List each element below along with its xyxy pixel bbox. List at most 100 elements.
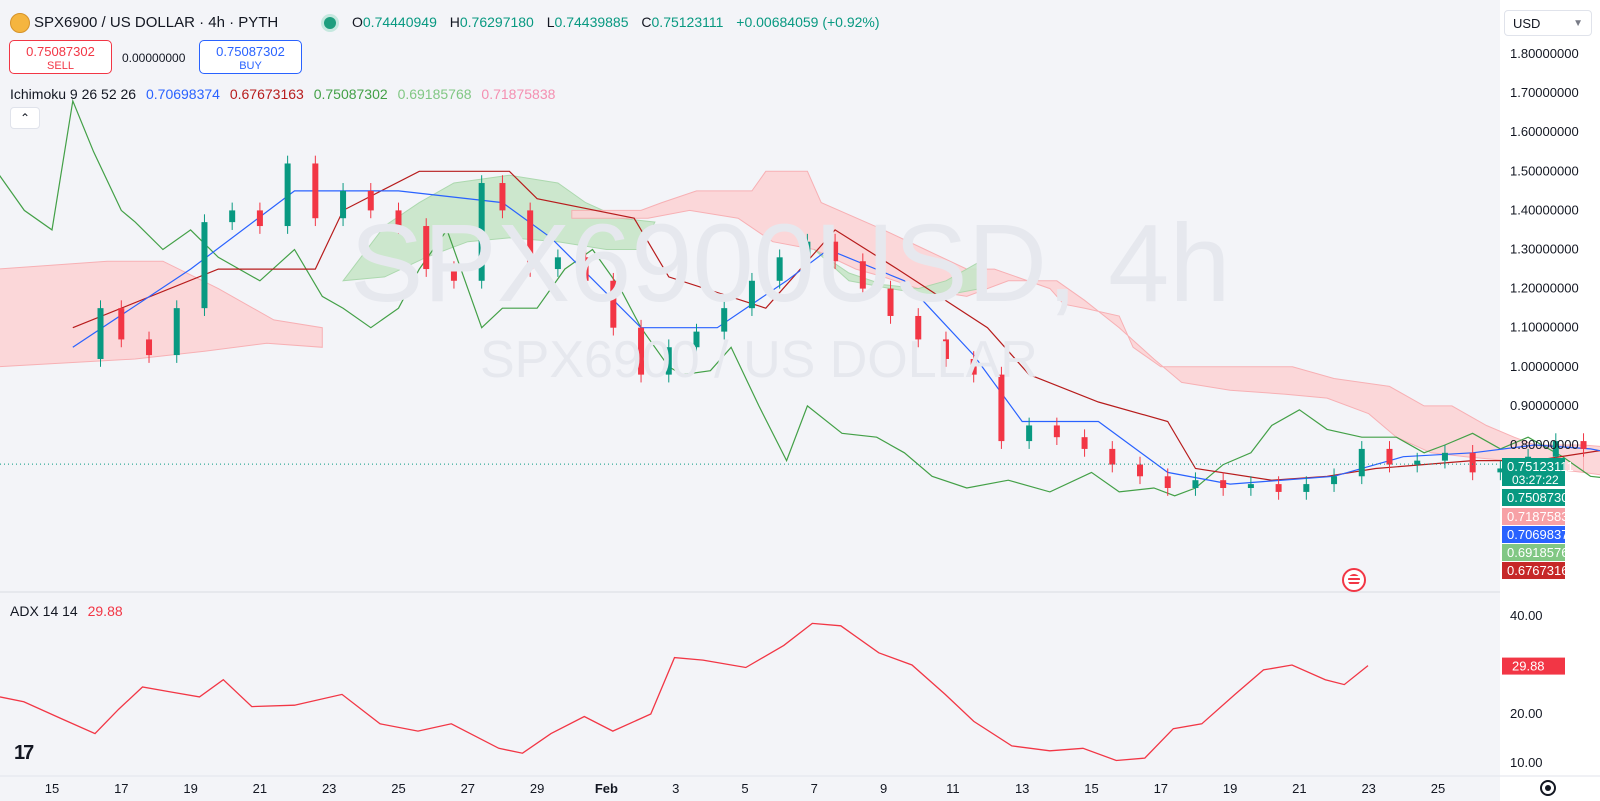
price-label-text: 0.75087302	[1507, 490, 1576, 505]
gear-icon[interactable]	[1540, 780, 1556, 796]
adx-line	[0, 622, 1369, 762]
candle-body	[804, 241, 811, 258]
price-axis-tick: 1.60000000	[1510, 124, 1579, 139]
price-axis-tick: 1.30000000	[1510, 242, 1579, 257]
price-axis-tick: 0.80000000	[1510, 437, 1579, 452]
open-value: 0.74440949	[362, 14, 437, 30]
candle-body	[693, 331, 700, 348]
candle-body	[1220, 480, 1227, 489]
ichimoku-cloud-bullish	[342, 174, 656, 282]
candle-body	[1192, 480, 1199, 489]
ichimoku-conversion-value: 0.70698374	[145, 86, 220, 102]
time-axis-label: Feb	[595, 781, 618, 796]
ichimoku-cloud-bearish	[0, 260, 323, 368]
price-axis-tick: 1.50000000	[1510, 163, 1579, 178]
chevron-down-icon: ▼	[1573, 18, 1583, 29]
time-axis-label: 3	[672, 781, 679, 796]
candle-body	[312, 163, 319, 219]
candle-body	[1109, 448, 1116, 465]
candle-body	[942, 339, 949, 359]
time-axis-label: 17	[114, 781, 128, 796]
candle-body	[610, 280, 617, 328]
ichimoku-lead-b-value: 0.71875838	[481, 86, 556, 102]
price-axis-tick: 1.80000000	[1510, 46, 1579, 61]
candle-body	[582, 257, 589, 281]
time-axis-label: 23	[1361, 781, 1375, 796]
candle-body	[1053, 425, 1060, 438]
candle-body	[970, 358, 977, 375]
symbol-title[interactable]: SPX6900 / US DOLLAR · 4h · PYTH	[34, 14, 279, 31]
currency-select[interactable]: USD ▼	[1504, 10, 1592, 36]
collapse-legend-button[interactable]: ⌃	[10, 107, 40, 129]
candle-body	[1497, 468, 1504, 473]
countdown-text: 03:27:22	[1512, 473, 1559, 487]
time-axis-label: 19	[183, 781, 197, 796]
adx-axis-tick: 10.00	[1510, 755, 1543, 770]
candle-body	[1358, 448, 1365, 477]
price-label-text: 0.70698374	[1507, 527, 1576, 542]
candle-body	[1580, 441, 1587, 449]
time-axis-label: 21	[253, 781, 267, 796]
tradingview-logo-icon[interactable]: 17	[14, 742, 34, 764]
candle-body	[1331, 476, 1338, 485]
candle-body	[915, 315, 922, 340]
candle-body	[638, 327, 645, 375]
adx-value: 29.88	[87, 603, 123, 619]
ichimoku-lagging-line	[0, 98, 1600, 497]
adx-axis-tick: 40.00	[1510, 608, 1543, 623]
change-value: +0.00684059 (+0.92%)	[736, 14, 880, 30]
time-axis-label: 19	[1223, 781, 1237, 796]
market-status-icon[interactable]	[324, 17, 336, 29]
candle-body	[1441, 452, 1448, 461]
candle-body	[832, 241, 839, 262]
ichimoku-conversion-line	[72, 190, 1600, 485]
adx-price-tag	[1502, 657, 1565, 675]
candle-body	[256, 210, 263, 227]
candle-body	[229, 210, 236, 223]
time-axis-label: 29	[530, 781, 544, 796]
candle-body	[340, 190, 347, 219]
ichimoku-base-value: 0.67673163	[229, 86, 304, 102]
candle-body	[423, 226, 430, 270]
candle-body	[1303, 484, 1310, 492]
candle-body	[1275, 484, 1282, 492]
ichimoku-cloud-bullish	[813, 249, 982, 297]
price-label-text: 0.69185768	[1507, 545, 1576, 560]
candle-body	[367, 190, 374, 211]
candle-body	[776, 257, 783, 281]
price-axis-tick: 1.70000000	[1510, 85, 1579, 100]
ichimoku-base-line	[72, 170, 1600, 481]
candle-body	[146, 339, 153, 356]
ichimoku-lead-a-value: 0.69185768	[397, 86, 472, 102]
buy-button[interactable]: 0.75087302 BUY	[199, 40, 302, 74]
price-axis-tick: 1.20000000	[1510, 281, 1579, 296]
low-value: 0.74439885	[554, 14, 629, 30]
candle-body	[1414, 460, 1421, 465]
candle-body	[859, 261, 866, 289]
us-flag-icon[interactable]	[1342, 568, 1366, 592]
candle-body	[665, 347, 672, 375]
candle-body	[1469, 452, 1476, 473]
price-label-tag	[1502, 526, 1565, 543]
candle-body	[1081, 437, 1088, 449]
ichimoku-legend[interactable]: Ichimoku 9 26 52 26 0.70698374 0.6767316…	[10, 86, 556, 102]
adx-legend[interactable]: ADX 14 14 29.88	[10, 603, 123, 619]
price-label-text: 0.75123111	[1507, 459, 1574, 474]
time-axis-label: 15	[1084, 781, 1098, 796]
candle-body	[450, 269, 457, 281]
candle-body	[887, 288, 894, 316]
time-axis-label: 7	[811, 781, 818, 796]
high-value: 0.76297180	[459, 14, 534, 30]
time-axis-label: 25	[391, 781, 405, 796]
time-axis-label: 25	[1431, 781, 1445, 796]
ichimoku-lagging-value: 0.75087302	[313, 86, 388, 102]
candle-body	[748, 280, 755, 309]
time-axis-label: 9	[880, 781, 887, 796]
candle-body	[201, 222, 208, 309]
price-axis-tick: 0.90000000	[1510, 398, 1579, 413]
candle-body	[478, 183, 485, 281]
close-value: 0.75123111	[651, 14, 724, 30]
coin-icon[interactable]	[10, 13, 30, 33]
sell-button[interactable]: 0.75087302 SELL	[9, 40, 112, 74]
